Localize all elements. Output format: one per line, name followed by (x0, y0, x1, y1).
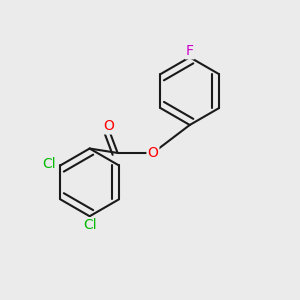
Text: O: O (103, 119, 114, 134)
Text: Cl: Cl (83, 218, 97, 232)
Text: O: O (148, 146, 158, 160)
Text: Cl: Cl (42, 157, 56, 171)
Text: F: F (186, 44, 194, 58)
